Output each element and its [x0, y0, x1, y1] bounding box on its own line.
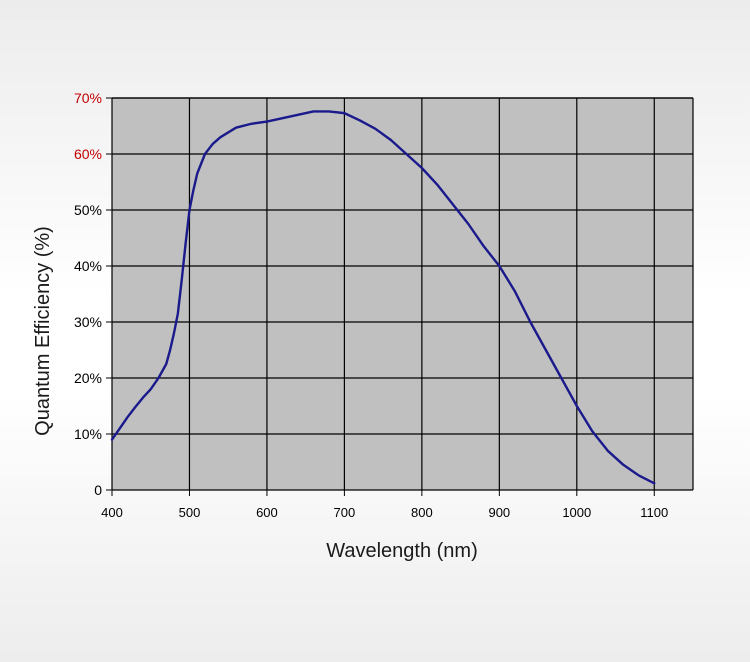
x-tick-label: 1000	[562, 505, 591, 520]
y-tick-label: 60%	[74, 146, 102, 162]
qe-series-line	[110, 110, 656, 485]
tick-marks	[106, 97, 694, 496]
grid-lines	[112, 97, 693, 490]
y-tick-labels: 0 10% 20% 30% 40% 50% 60% 70%	[74, 90, 102, 498]
x-tick-label: 700	[334, 505, 356, 520]
y-tick-label: 20%	[74, 370, 102, 386]
x-tick-label: 600	[256, 505, 278, 520]
y-axis-label: Quantum Efficiency (%)	[32, 226, 54, 436]
y-tick-label: 30%	[74, 314, 102, 330]
y-tick-label: 50%	[74, 202, 102, 218]
y-tick-label: 70%	[74, 90, 102, 106]
x-axis-label: Wavelength (nm)	[326, 540, 478, 562]
x-tick-labels: 400 500 600 700 800 900 1000 1100	[101, 505, 668, 520]
y-tick-label: 10%	[74, 426, 102, 442]
series-layer	[110, 110, 656, 485]
y-tick-label: 0	[94, 482, 102, 498]
x-tick-label: 500	[179, 505, 201, 520]
x-tick-label: 800	[411, 505, 433, 520]
x-tick-label: 1100	[640, 505, 668, 520]
plot-area	[112, 98, 693, 490]
y-tick-label: 40%	[74, 258, 102, 274]
x-tick-label: 400	[101, 505, 123, 520]
x-tick-label: 900	[488, 505, 510, 520]
